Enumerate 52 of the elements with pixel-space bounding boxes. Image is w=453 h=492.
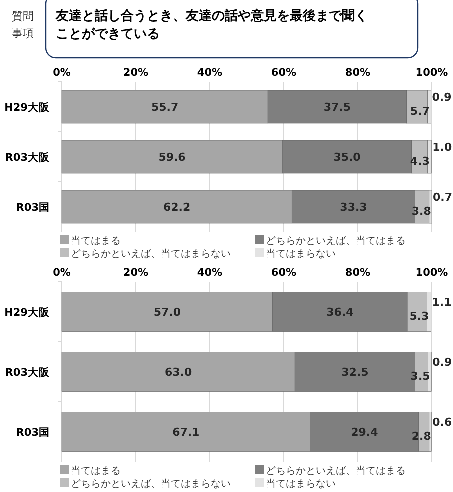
y-tick-label: R03大阪 bbox=[5, 151, 51, 164]
data-label: 29.4 bbox=[351, 426, 379, 439]
data-label: 0.6 bbox=[432, 416, 452, 429]
legend-label: どちらかといえば、当てはまらない bbox=[71, 478, 231, 490]
y-tick-label: H29大阪 bbox=[4, 101, 51, 114]
x-tick-label: 100% bbox=[416, 267, 449, 279]
x-tick-label: 20% bbox=[123, 67, 150, 79]
data-label: 32.5 bbox=[342, 366, 369, 379]
x-tick-label: 80% bbox=[345, 67, 372, 79]
x-tick-label: 100% bbox=[416, 67, 449, 79]
legend-label: どちらかといえば、当てはまる bbox=[266, 465, 406, 477]
x-tick-label: 60% bbox=[271, 267, 298, 279]
legend-label: 当てはまらない bbox=[266, 478, 336, 490]
x-tick-label: 40% bbox=[197, 67, 224, 79]
data-label: 3.8 bbox=[412, 205, 432, 218]
data-label: 2.8 bbox=[412, 430, 432, 443]
data-label: 55.7 bbox=[151, 101, 179, 114]
data-label: 5.7 bbox=[410, 105, 430, 118]
legend-label: どちらかといえば、当てはまらない bbox=[71, 248, 231, 260]
data-label: 36.4 bbox=[326, 306, 354, 319]
data-label: 1.0 bbox=[432, 141, 452, 154]
y-tick-label: R03大阪 bbox=[5, 366, 51, 379]
legend-label: 当てはまらない bbox=[266, 248, 336, 260]
series-label: 当てはまる bbox=[71, 465, 121, 477]
data-label: 1.1 bbox=[432, 296, 452, 309]
x-tick-label: 0% bbox=[53, 267, 72, 279]
data-label: 35.0 bbox=[334, 151, 362, 164]
x-tick-label: 80% bbox=[345, 267, 372, 279]
data-label: 4.3 bbox=[410, 155, 430, 168]
legend-label: どちらかといえば、当てはまる bbox=[266, 235, 406, 247]
data-label: 63.0 bbox=[164, 366, 192, 379]
x-tick-label: 0% bbox=[53, 67, 72, 79]
chart-title: 友達と話し合うとき、友達の話や意見を最後まで聞くことができている bbox=[55, 8, 368, 42]
data-label: 59.6 bbox=[158, 151, 186, 164]
data-label: 37.5 bbox=[324, 101, 352, 114]
x-tick-label: 60% bbox=[271, 67, 298, 79]
data-label: 5.3 bbox=[410, 310, 430, 323]
y-tick-label: H29大阪 bbox=[4, 306, 51, 319]
data-label: 3.5 bbox=[410, 370, 430, 383]
data-label: 0.7 bbox=[433, 191, 452, 204]
y-tick-label: R03国 bbox=[16, 427, 50, 439]
x-tick-label: 40% bbox=[197, 267, 224, 279]
data-label: 33.3 bbox=[340, 201, 368, 214]
series-label: 当てはまる bbox=[71, 235, 121, 247]
x-tick-label: 20% bbox=[123, 267, 150, 279]
data-label: 0.9 bbox=[432, 356, 452, 369]
text: 質問事項 bbox=[12, 10, 34, 40]
data-label: 67.1 bbox=[172, 426, 200, 439]
data-label: 57.0 bbox=[154, 306, 182, 319]
data-label: 62.2 bbox=[164, 201, 191, 214]
y-tick-label: R03国 bbox=[16, 202, 50, 214]
data-label: 0.9 bbox=[432, 91, 452, 104]
